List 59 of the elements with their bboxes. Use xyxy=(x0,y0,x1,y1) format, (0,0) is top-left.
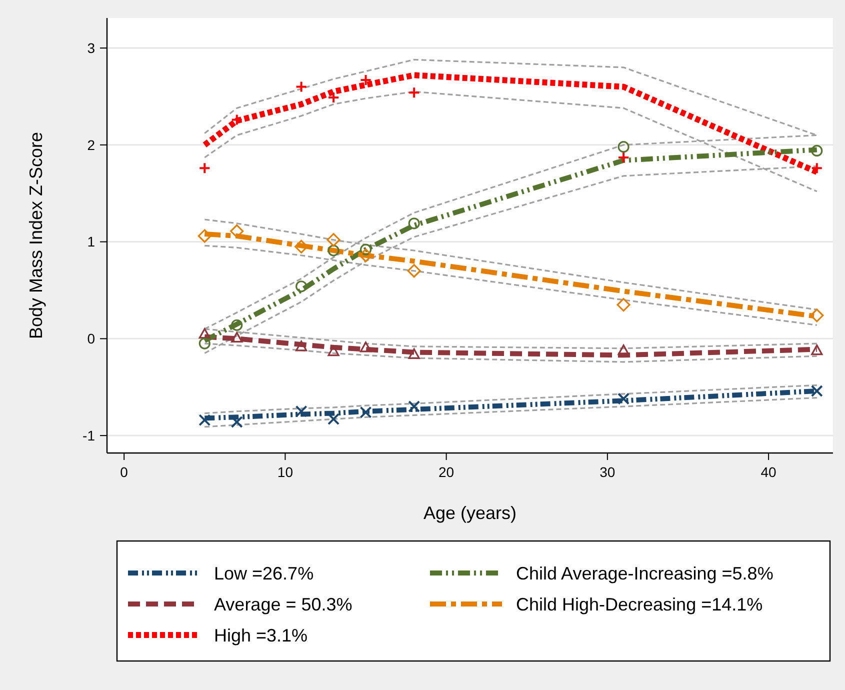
point xyxy=(360,342,372,352)
legend-label: Low =26.7% xyxy=(214,563,314,584)
point xyxy=(198,229,212,243)
point xyxy=(328,244,340,256)
point xyxy=(811,144,823,157)
point xyxy=(328,345,340,356)
point xyxy=(296,280,308,292)
legend-label: High =3.1% xyxy=(214,625,308,646)
point xyxy=(326,233,340,247)
point xyxy=(231,332,243,343)
point xyxy=(408,400,420,412)
point xyxy=(295,80,308,93)
point xyxy=(360,74,372,86)
x-tick-label: 40 xyxy=(760,464,777,480)
point xyxy=(618,141,630,153)
legend-label: Child High-Decreasing =14.1% xyxy=(516,594,763,614)
y-tick-label: 0 xyxy=(87,330,96,347)
point xyxy=(198,328,210,339)
point xyxy=(358,248,373,262)
point xyxy=(408,86,420,99)
point xyxy=(198,338,210,350)
point xyxy=(230,224,244,238)
line-series xyxy=(204,396,818,428)
point xyxy=(407,264,421,278)
point xyxy=(811,344,823,356)
y-tick-label: -1 xyxy=(82,427,96,444)
x-tick-label: 30 xyxy=(600,464,616,480)
point xyxy=(360,406,372,418)
line-series xyxy=(204,384,818,414)
point xyxy=(408,348,420,359)
point xyxy=(294,240,308,254)
point xyxy=(198,162,211,174)
x-tick-label: 0 xyxy=(120,464,128,480)
x-tick-label: 20 xyxy=(438,464,454,480)
point xyxy=(328,413,340,426)
point xyxy=(810,308,824,322)
point xyxy=(618,344,630,356)
point xyxy=(295,405,308,418)
point xyxy=(810,384,823,397)
point xyxy=(618,152,630,164)
x-axis-title: Age (years) xyxy=(423,503,517,523)
point xyxy=(296,340,308,352)
point xyxy=(231,319,243,331)
point xyxy=(230,114,243,126)
point xyxy=(198,414,211,426)
point xyxy=(408,218,420,230)
y-tick-label: 1 xyxy=(87,234,96,250)
point xyxy=(616,298,630,312)
point xyxy=(360,244,372,256)
legend-label: Average = 50.3% xyxy=(214,594,352,614)
point xyxy=(230,416,243,428)
x-tick-label: 10 xyxy=(277,464,294,480)
y-axis-title: Body Mass Index Z-Score xyxy=(26,132,46,340)
point xyxy=(810,162,823,174)
y-tick-label: 3 xyxy=(87,40,96,56)
legend-label: Child Average-Increasing =5.8% xyxy=(516,563,774,584)
y-tick-label: 2 xyxy=(87,136,96,153)
point xyxy=(328,91,340,104)
point xyxy=(618,392,630,405)
